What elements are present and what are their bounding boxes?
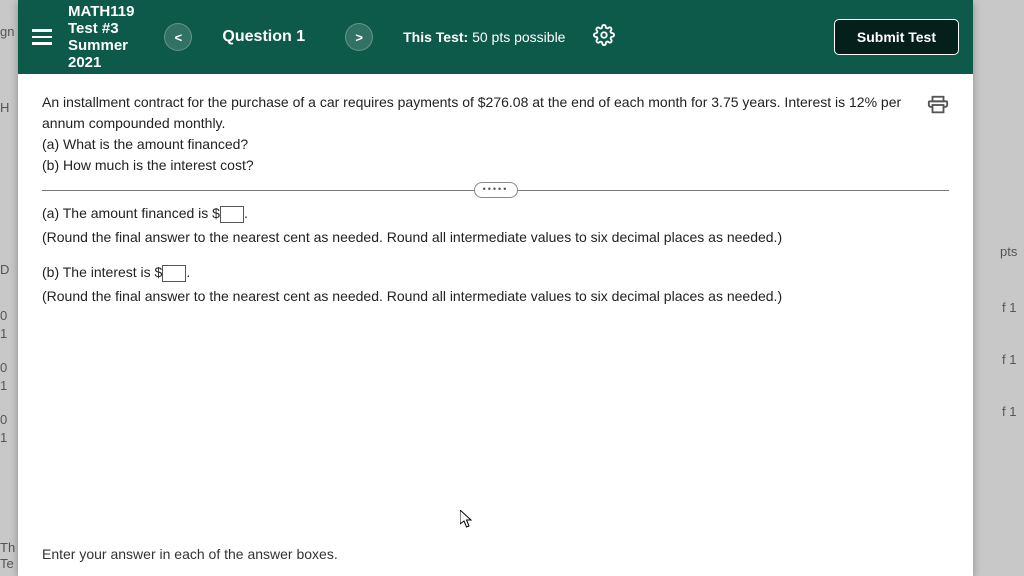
bg-fragment: 0 [0,360,7,375]
bg-fragment: f 1 [1002,300,1016,315]
test-panel: MATH119 Test #3 Summer 2021 < Question 1… [18,0,973,576]
test-points-info: This Test: 50 pts possible [403,29,565,45]
answer-a-input[interactable] [220,206,244,223]
problem-statement: An installment contract for the purchase… [42,92,927,176]
answer-part-b: (b) The interest is $. (Round the final … [42,262,949,307]
bg-fragment: Th [0,540,15,555]
answer-a-label: (a) The amount financed is $ [42,205,220,221]
bg-fragment: pts [1000,244,1017,259]
bg-fragment: 0 [0,308,7,323]
settings-icon[interactable] [593,24,615,51]
menu-icon[interactable] [32,29,52,45]
header-bar: MATH119 Test #3 Summer 2021 < Question 1… [18,0,973,74]
rounding-note-b: (Round the final answer to the nearest c… [42,286,949,307]
bg-fragment: f 1 [1002,352,1016,367]
footer-hint: Enter your answer in each of the answer … [42,546,338,562]
bg-fragment: H [0,100,9,115]
rounding-note-a: (Round the final answer to the nearest c… [42,227,949,248]
collapse-toggle[interactable]: ••••• [474,182,518,198]
bg-fragment: gn [0,24,14,39]
prev-question-button[interactable]: < [164,23,192,51]
bg-fragment: 1 [0,326,7,341]
next-question-button[interactable]: > [345,23,373,51]
bg-fragment: Te [0,556,14,571]
bg-fragment: 0 [0,412,7,427]
answer-part-a: (a) The amount financed is $. (Round the… [42,203,949,248]
answer-b-input[interactable] [162,265,186,282]
answer-b-label: (b) The interest is $ [42,264,162,280]
print-icon[interactable] [927,94,949,122]
bg-fragment: f 1 [1002,404,1016,419]
bg-fragment: 1 [0,378,7,393]
bg-fragment: D [0,262,9,277]
question-number: Question 1 [222,28,305,46]
mouse-cursor-icon [460,510,474,533]
submit-test-button[interactable]: Submit Test [834,19,959,55]
bg-fragment: 1 [0,430,7,445]
course-title: MATH119 Test #3 Summer 2021 [68,3,134,72]
question-content: An installment contract for the purchase… [18,74,973,307]
